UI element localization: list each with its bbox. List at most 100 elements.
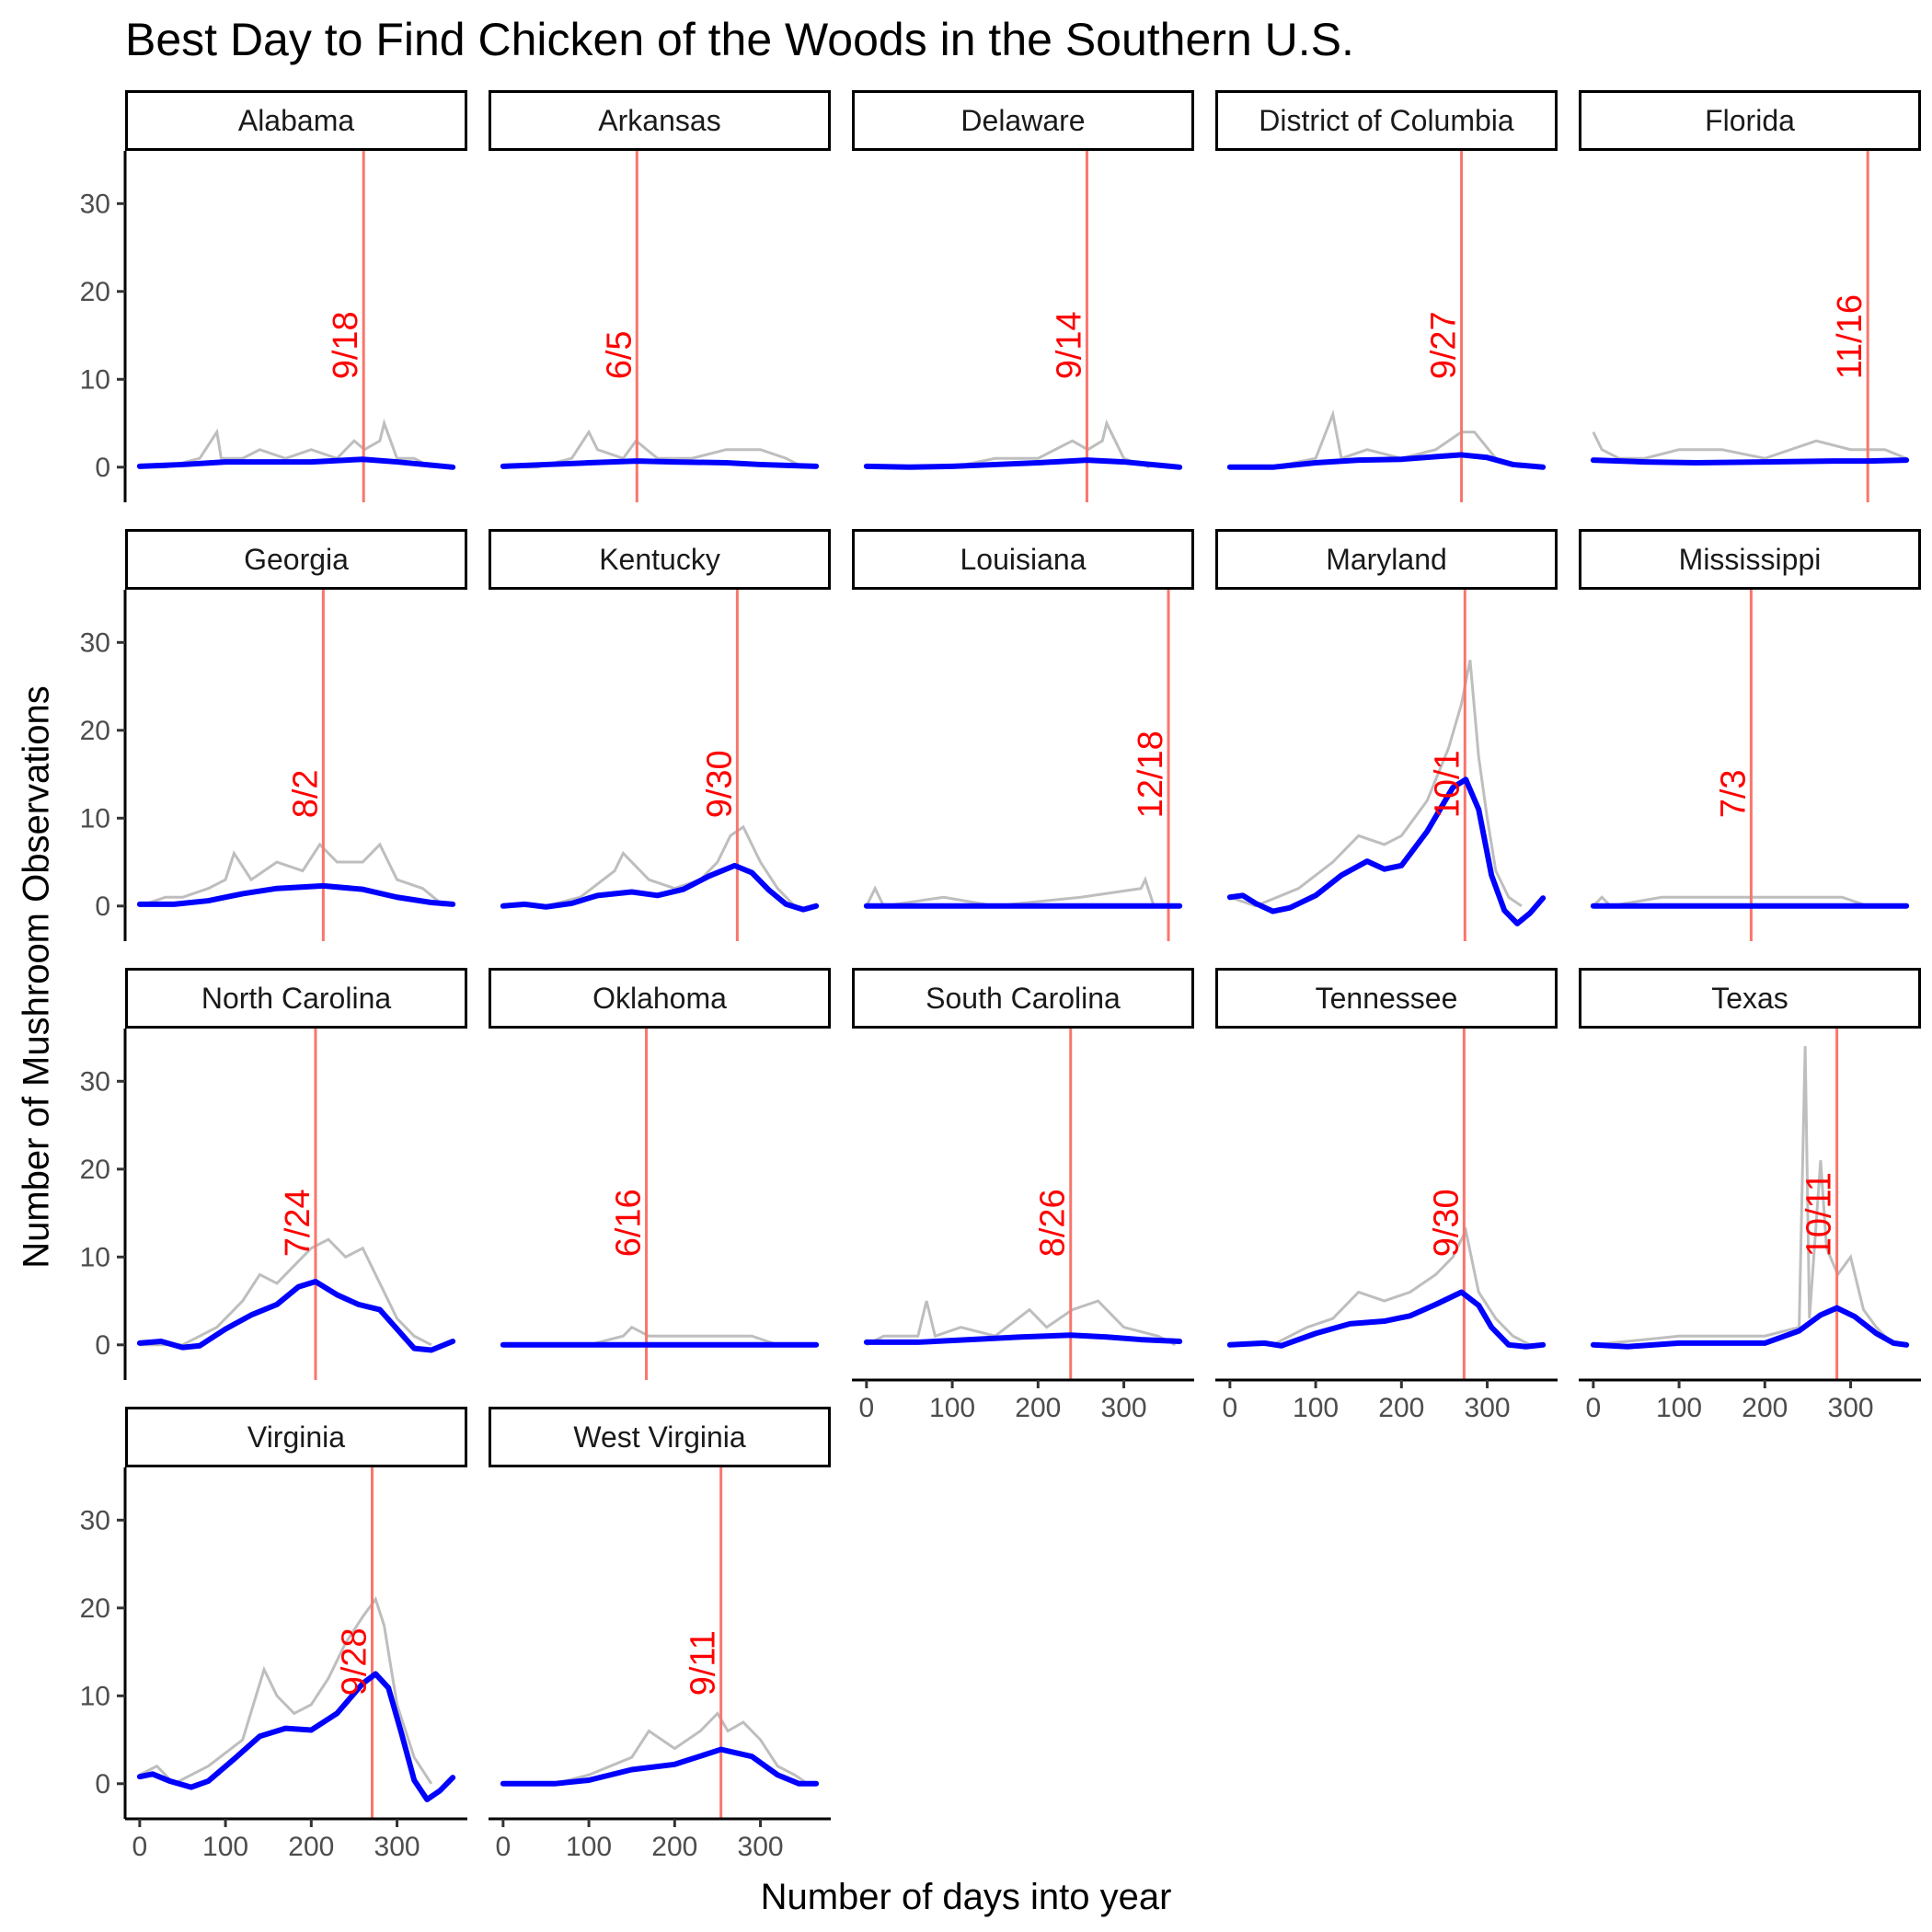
panel-maryland: Maryland 10/1 [1215, 529, 1558, 941]
y-tick-label: 30 [80, 1505, 110, 1535]
observations-line [1593, 1046, 1895, 1347]
panel-arkansas: Arkansas 6/5 [489, 90, 831, 502]
panel-strip-label: Tennessee [1316, 982, 1458, 1015]
panel-strip-label: Kentucky [599, 543, 720, 576]
smooth-trend-line [1226, 452, 1547, 470]
best-day-label: 9/27 [1425, 311, 1464, 379]
x-tick-label: 300 [738, 1832, 784, 1862]
panel-strip [125, 968, 467, 1029]
y-tick-label: 20 [80, 1593, 110, 1624]
y-tick-label: 0 [95, 453, 110, 483]
observations-line [1229, 1226, 1531, 1347]
panel-strip [125, 1407, 467, 1467]
observations-line [139, 418, 432, 469]
panel-strip [489, 529, 831, 590]
y-tick-label: 10 [80, 1681, 110, 1711]
smooth-trend-line [500, 1746, 820, 1787]
smooth-trend-line [136, 456, 456, 470]
panel-mississippi: Mississippi 7/3 [1579, 529, 1921, 941]
smooth-trend-line [1226, 1289, 1547, 1350]
y-tick-label: 20 [80, 716, 110, 746]
panel-strip [852, 968, 1194, 1029]
panel-strip [1215, 968, 1558, 1029]
best-day-label: 10/1 [1428, 750, 1466, 818]
x-tick-label: 200 [288, 1832, 334, 1862]
y-tick-label: 10 [80, 1242, 110, 1272]
x-tick-label: 200 [651, 1832, 697, 1862]
best-day-label: 10/11 [1800, 1172, 1839, 1257]
panel-strip-label: Delaware [960, 104, 1085, 137]
best-day-label: 6/5 [600, 330, 638, 379]
observations-line [139, 842, 445, 908]
y-tick-label: 30 [80, 627, 110, 658]
smooth-trend-line [863, 457, 1183, 470]
observations-line [1592, 895, 1869, 908]
panel-alabama: Alabama 9/18 0 10 20 30 [80, 90, 467, 502]
best-day-label: 9/11 [684, 1630, 723, 1696]
y-tick-label: 20 [80, 277, 110, 307]
panel-strip [1579, 90, 1921, 151]
panel-south-carolina: South Carolina 8/26 0 100 200 300 [852, 968, 1194, 1423]
observations-line [139, 1237, 432, 1347]
x-tick-label: 0 [1223, 1393, 1238, 1423]
x-tick-label: 100 [566, 1832, 612, 1862]
panel-strip [489, 968, 831, 1029]
panel-strip [1215, 529, 1558, 590]
x-tick-label: 300 [1465, 1393, 1511, 1423]
x-tick-label: 0 [859, 1393, 875, 1423]
y-tick-label: 10 [80, 803, 110, 834]
best-day-label: 8/26 [1034, 1189, 1073, 1257]
panel-strip [852, 90, 1194, 151]
best-day-label: 9/18 [327, 311, 365, 379]
y-tick-label: 20 [80, 1155, 110, 1185]
panel-strip-label: Louisiana [960, 543, 1087, 576]
panel-strip-label: District of Columbia [1259, 104, 1514, 137]
panel-strip-label: Georgia [244, 543, 349, 576]
panel-oklahoma: Oklahoma 6/16 [489, 968, 831, 1380]
smooth-trend-line [136, 882, 456, 907]
observations-line [502, 1710, 809, 1786]
smooth-trend-line [136, 1279, 456, 1353]
x-tick-label: 0 [1586, 1393, 1602, 1423]
panel-strip [1215, 90, 1558, 151]
panel-west-virginia: West Virginia 9/11 0 100 200 300 [489, 1407, 831, 1862]
panel-tennessee: Tennessee 9/30 0 100 200 300 [1215, 968, 1558, 1423]
panel-strip-label: South Carolina [926, 982, 1121, 1015]
y-tick-label: 0 [95, 1769, 110, 1800]
panel-kentucky: Kentucky 9/30 [489, 529, 831, 941]
x-tick-label: 200 [1742, 1393, 1788, 1423]
observations-line [139, 1596, 433, 1786]
panel-texas: Texas 10/11 0 100 200 300 [1579, 968, 1921, 1423]
panel-strip [1579, 968, 1921, 1029]
panel-strip [489, 1407, 831, 1467]
panel-strip [125, 529, 467, 590]
x-tick-label: 100 [1293, 1393, 1339, 1423]
observations-line [1592, 431, 1907, 460]
panel-strip-label: Alabama [238, 104, 355, 137]
panel-strip [125, 90, 467, 151]
chart-title: Best Day to Find Chicken of the Woods in… [125, 14, 1354, 65]
panel-strip-label: Florida [1705, 104, 1795, 137]
panel-district-of-columbia: District of Columbia 9/27 [1215, 90, 1558, 502]
observations-line [1229, 660, 1523, 908]
smooth-trend-line [500, 458, 820, 469]
panel-strip-label: Oklahoma [592, 982, 727, 1015]
y-tick-label: 10 [80, 364, 110, 395]
y-tick-label: 30 [80, 189, 110, 219]
panel-strip [1579, 529, 1921, 590]
x-tick-label: 200 [1015, 1393, 1061, 1423]
best-day-label: 7/24 [279, 1189, 317, 1257]
panel-louisiana: Louisiana 12/18 [852, 529, 1194, 941]
best-day-label: 6/16 [610, 1189, 649, 1257]
panel-delaware: Delaware 9/14 [852, 90, 1194, 502]
panel-strip-label: Texas [1711, 982, 1788, 1015]
best-day-label: 12/18 [1132, 730, 1170, 818]
panel-strip-label: Mississippi [1679, 543, 1822, 576]
panel-strip-label: North Carolina [201, 982, 392, 1015]
panel-georgia: Georgia 8/2 0 10 20 30 [80, 529, 467, 941]
observations-line [502, 1325, 778, 1347]
x-tick-label: 100 [929, 1393, 975, 1423]
panel-strip-label: Arkansas [598, 104, 720, 137]
